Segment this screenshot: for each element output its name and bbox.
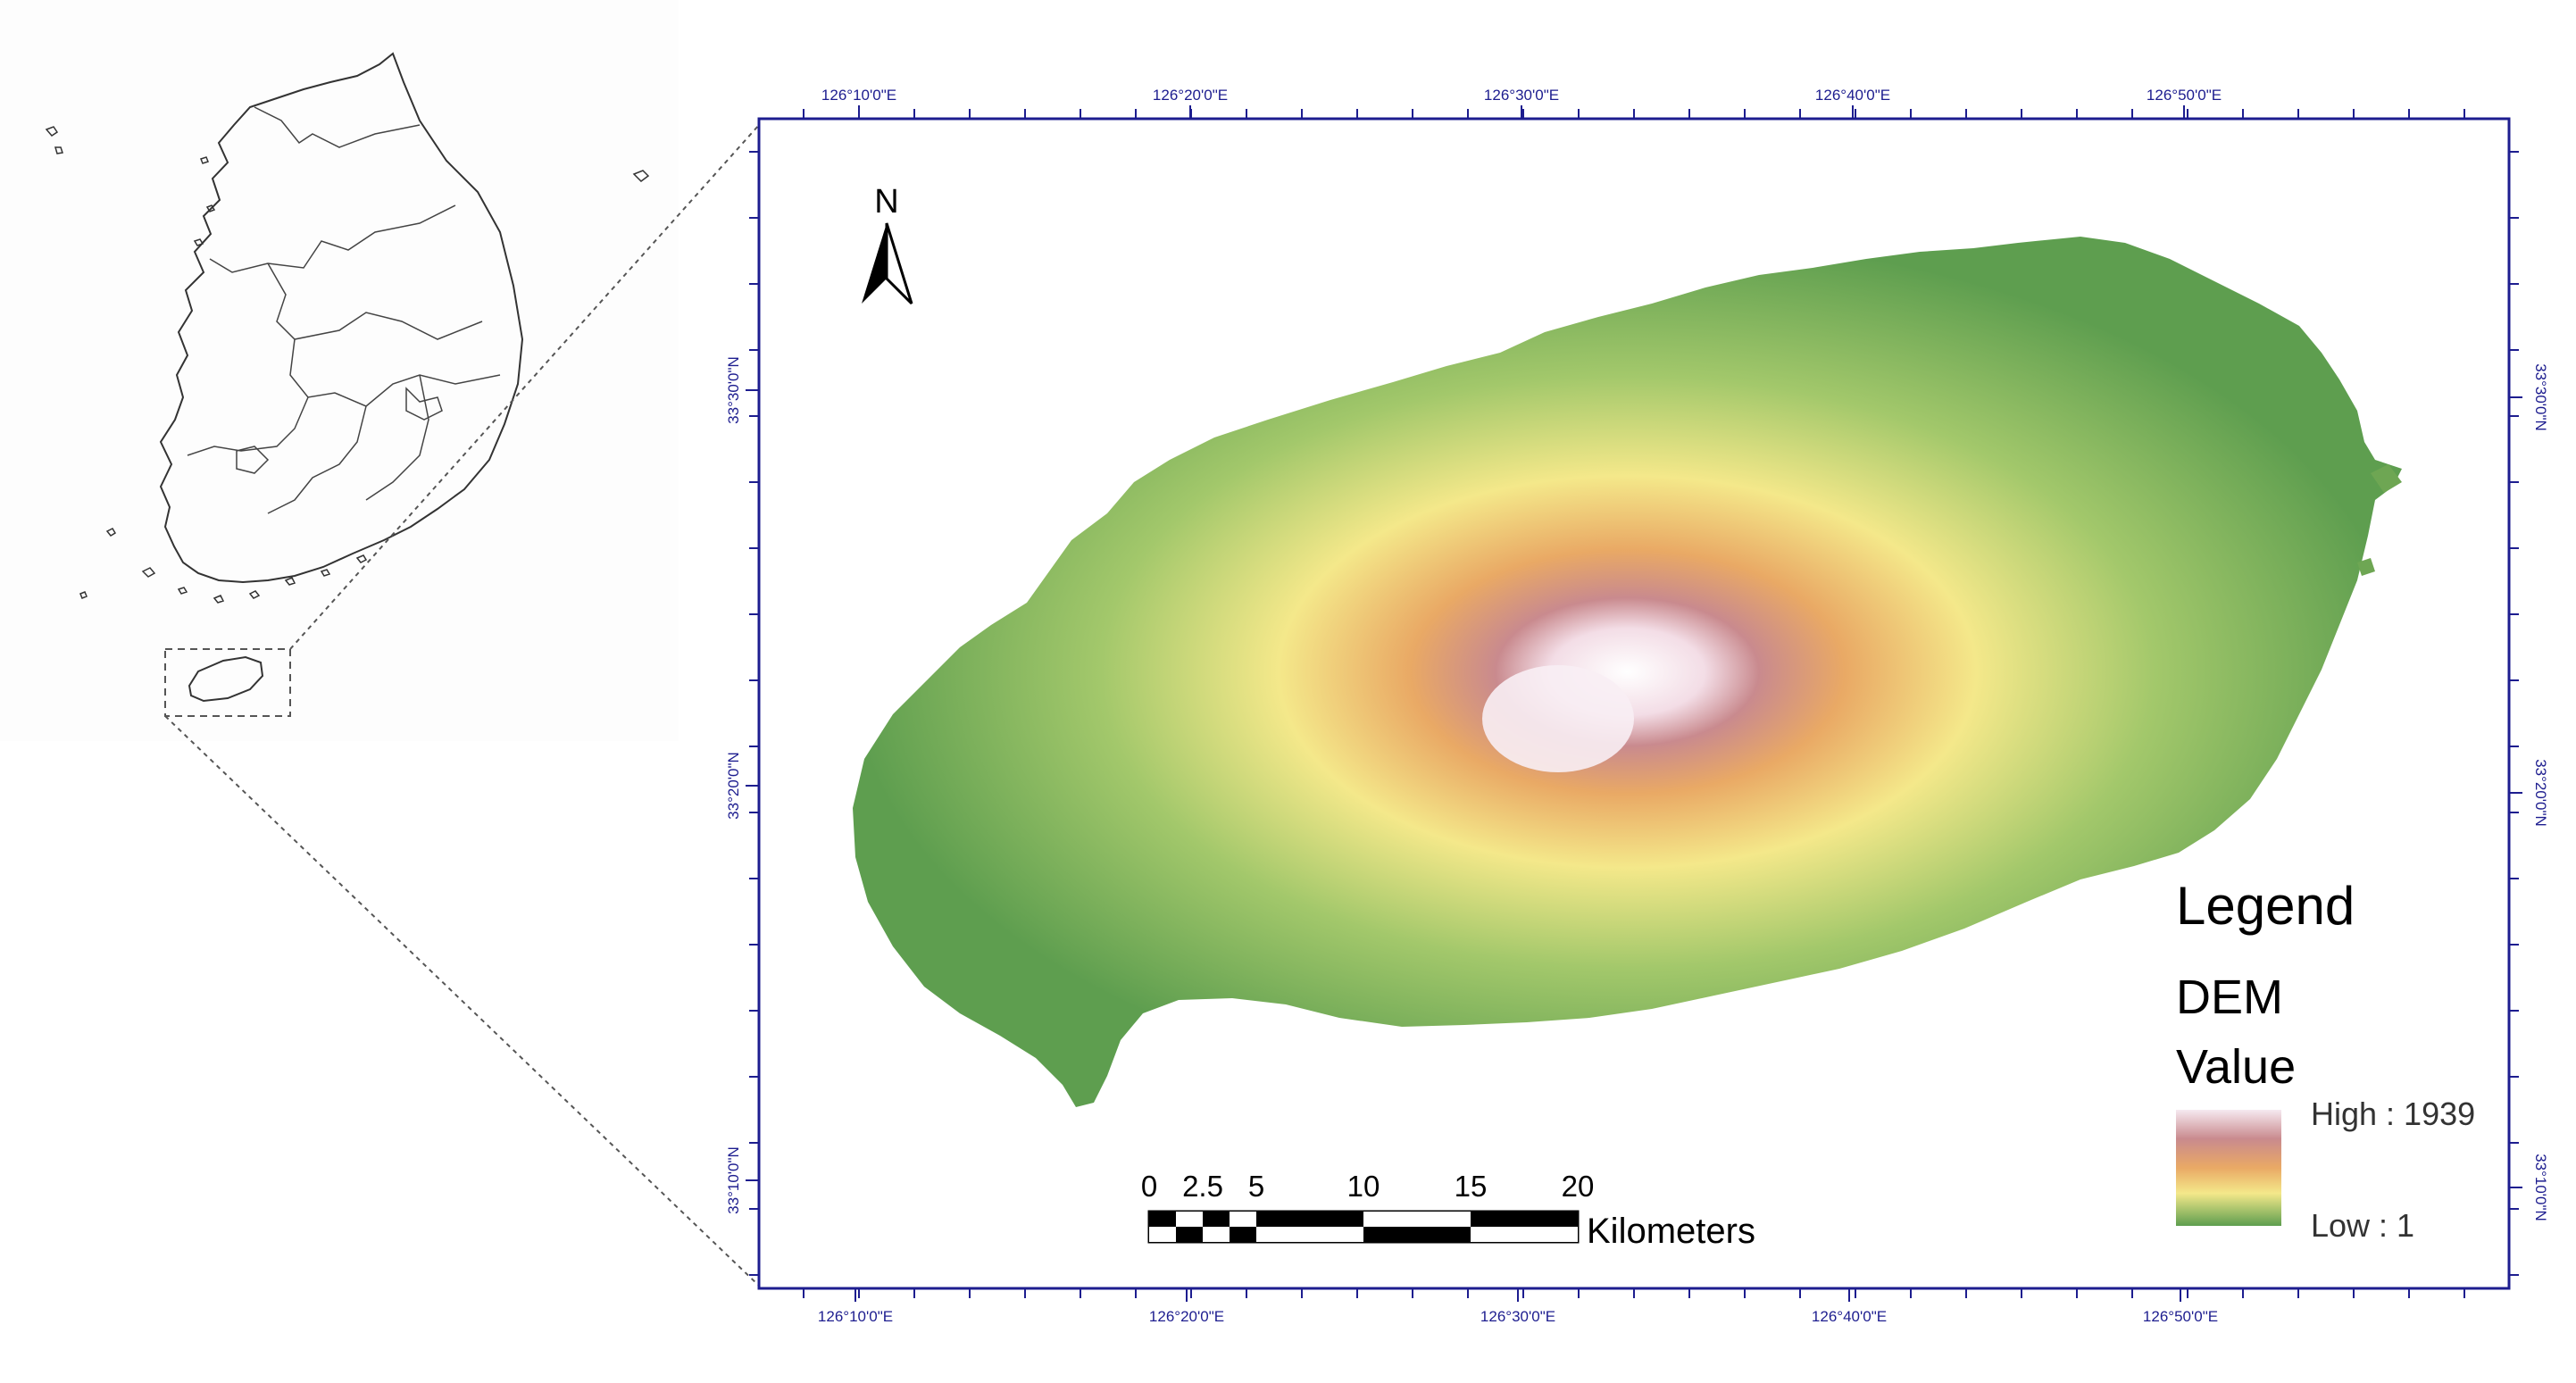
islet-south — [2357, 558, 2375, 576]
graticule-left-label: 33°20'0"N — [725, 752, 742, 820]
korea-mainland-outline — [159, 52, 524, 584]
scale-tick-label: 10 — [1347, 1170, 1380, 1203]
scale-bar-segment — [1203, 1212, 1230, 1227]
scale-bar-segment — [1149, 1212, 1176, 1227]
north-arrow-icon: N — [862, 183, 913, 305]
zoom-leader-line-bottom — [164, 715, 760, 1287]
province-boundaries — [187, 106, 501, 514]
zoom-leader-line-top — [289, 124, 760, 650]
scale-bar-segment — [1230, 1227, 1256, 1242]
graticule-left-label: 33°30'0"N — [725, 356, 742, 424]
scale-bar-segment — [1176, 1212, 1203, 1227]
graticule-left-label: 33°10'0"N — [725, 1146, 742, 1214]
graticule-bottom-label: 126°30'0"E — [1480, 1308, 1555, 1325]
inset-focus-box — [164, 648, 291, 717]
hallasan-summit-area — [1482, 665, 1634, 772]
graticule-top-label: 126°50'0"E — [2147, 87, 2222, 104]
scale-bar-segment — [1149, 1227, 1176, 1242]
scale-tick-label: 15 — [1455, 1170, 1488, 1203]
inset-map — [0, 0, 760, 1287]
islet-udo — [2371, 464, 2402, 493]
graticule-right-label: 33°20'0"N — [2532, 759, 2549, 827]
scale-bar-segment — [1471, 1212, 1578, 1227]
legend-field-name: Value — [2176, 1040, 2296, 1094]
graticule-bottom-label: 126°20'0"E — [1149, 1308, 1224, 1325]
legend-color-ramp — [2176, 1110, 2281, 1226]
graticule-top-label: 126°20'0"E — [1153, 87, 1228, 104]
legend-low-label: Low : 1 — [2311, 1207, 2414, 1244]
graticule-ticks — [746, 105, 2522, 1302]
graticule-right-label: 33°30'0"N — [2532, 363, 2549, 431]
scale-bar-segment — [1230, 1212, 1256, 1227]
graticule-bottom-label: 126°10'0"E — [818, 1308, 893, 1325]
islands-outline — [45, 126, 650, 604]
scale-tick-label: 5 — [1248, 1170, 1264, 1203]
graticule-top-label: 126°30'0"E — [1484, 87, 1559, 104]
main-map: 126°10'0"E 126°20'0"E 126°30'0"E 126°40'… — [725, 87, 2549, 1325]
scale-tick-label: 20 — [1562, 1170, 1595, 1203]
jeju-dem-raster — [853, 237, 2402, 1107]
scale-bar-segment — [1256, 1227, 1363, 1242]
jeju-island-outline — [188, 655, 264, 703]
legend-high-label: High : 1939 — [2311, 1096, 2475, 1132]
legend-layer-name: DEM — [2176, 971, 2283, 1024]
inset-background — [0, 0, 679, 741]
legend: Legend DEM Value High : 1939 Low : 1 — [2176, 876, 2475, 1244]
scale-bar-segment — [1363, 1212, 1471, 1227]
scale-bar-segment — [1176, 1227, 1203, 1242]
scale-bar-segments — [1147, 1210, 1580, 1244]
graticule-bottom-label: 126°50'0"E — [2143, 1308, 2218, 1325]
graticule-bottom-label: 126°40'0"E — [1812, 1308, 1887, 1325]
scale-bar-segment — [1363, 1227, 1471, 1242]
scale-tick-label: 2.5 — [1182, 1170, 1223, 1203]
graticule-top-label: 126°40'0"E — [1815, 87, 1890, 104]
scale-bar-segment — [1256, 1212, 1363, 1227]
scale-bar-segment — [1471, 1227, 1578, 1242]
scale-bar: 0 2.5 5 10 15 20 Kilometers — [1141, 1170, 1755, 1251]
scale-unit-label: Kilometers — [1587, 1212, 1755, 1251]
legend-title: Legend — [2176, 876, 2355, 936]
north-label: N — [874, 183, 898, 221]
graticule-top-label: 126°10'0"E — [821, 87, 896, 104]
scale-bar-segment — [1203, 1227, 1230, 1242]
scale-tick-label: 0 — [1141, 1170, 1157, 1203]
graticule-right-label: 33°10'0"N — [2532, 1154, 2549, 1221]
